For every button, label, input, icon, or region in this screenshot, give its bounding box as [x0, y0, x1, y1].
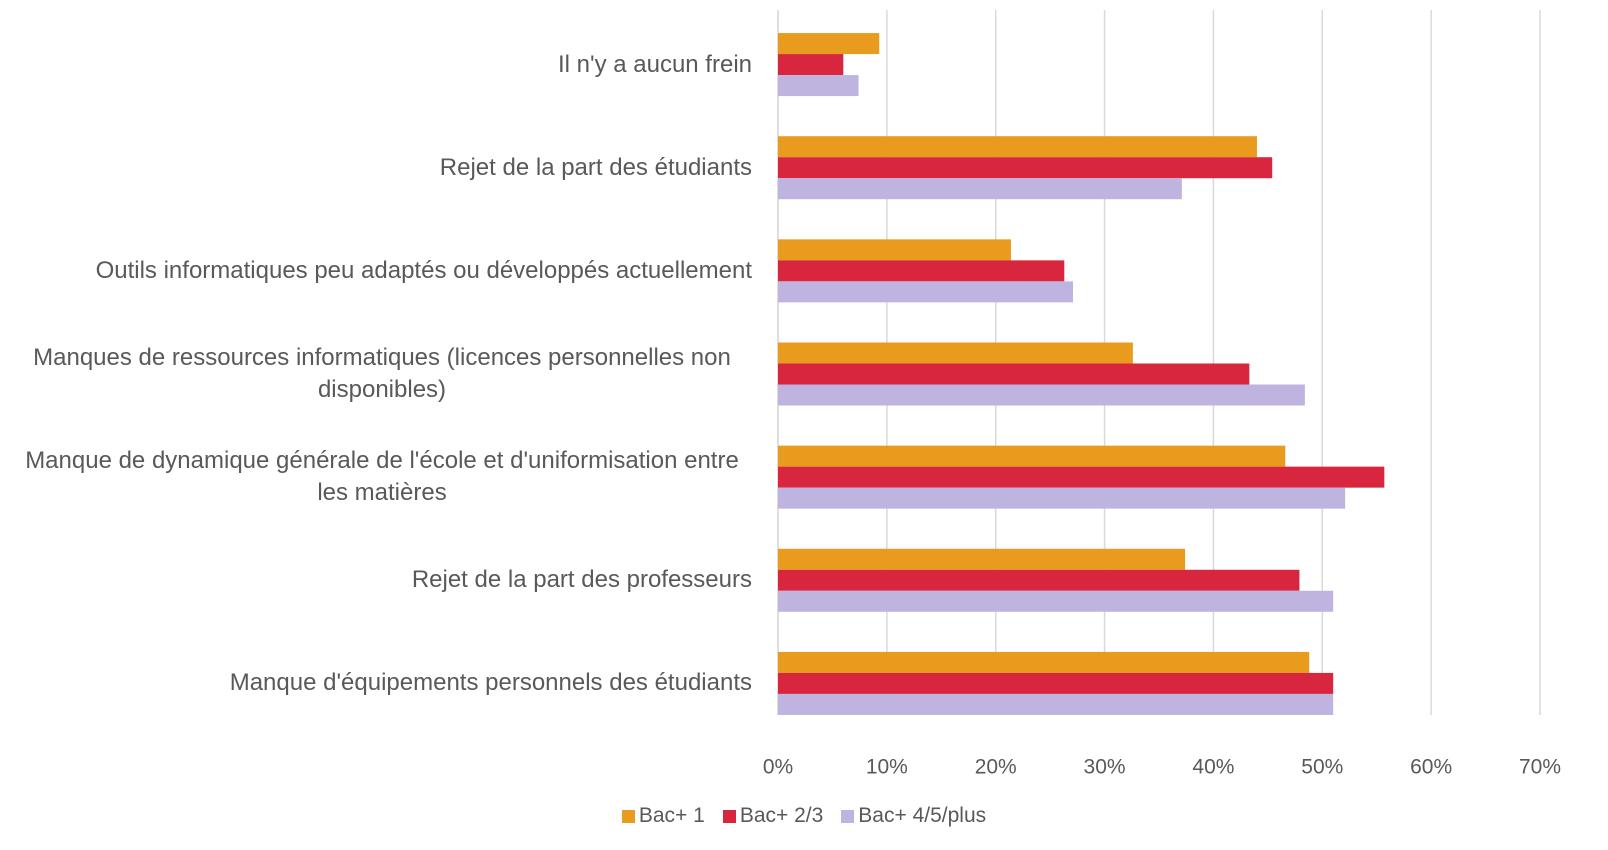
legend-swatch — [841, 809, 855, 823]
category-text: Rejet de la part des étudiants — [439, 153, 752, 181]
category-label: Manques de ressources informatiques (lic… — [12, 342, 752, 406]
bar — [778, 54, 844, 76]
legend-item: Bac+ 2/3 — [722, 804, 824, 828]
bar — [778, 75, 859, 97]
legend-item: Bac+ 4/5/plus — [841, 804, 986, 828]
legend: Bac+ 1 Bac+ 2/3 Bac+ 4/5/plus — [0, 804, 1608, 828]
category-label: Rejet de la part des professeurs — [12, 564, 752, 596]
x-tick-label: 10% — [866, 756, 908, 779]
x-tick-label: 50% — [1301, 756, 1343, 779]
legend-swatch — [722, 809, 736, 823]
bar — [778, 693, 1334, 715]
bar — [778, 466, 1385, 488]
category-label: Manque d'équipements personnels des étud… — [12, 667, 752, 699]
bar — [778, 445, 1286, 467]
category-text: Outils informatiques peu adaptés ou déve… — [95, 256, 752, 284]
category-text: Manque d'équipements personnels des étud… — [229, 669, 752, 697]
bar — [778, 363, 1250, 385]
category-text: Il n'y a aucun frein — [557, 50, 752, 78]
bar — [778, 548, 1186, 570]
category-text: Rejet de la part des professeurs — [411, 566, 752, 594]
bar — [778, 260, 1065, 282]
x-tick-label: 70% — [1519, 756, 1561, 779]
bar — [778, 178, 1182, 200]
legend-swatch — [621, 809, 635, 823]
category-text: Manque de dynamique générale de l'école … — [25, 447, 739, 507]
bar — [778, 487, 1346, 509]
bar — [778, 590, 1334, 612]
category-label: Manque de dynamique générale de l'école … — [12, 445, 752, 509]
bar — [778, 672, 1334, 694]
bar — [778, 384, 1305, 406]
bar — [778, 33, 880, 55]
legend-item: Bac+ 1 — [621, 804, 705, 828]
bar — [778, 651, 1310, 673]
bar — [778, 569, 1300, 591]
bar — [778, 136, 1257, 158]
legend-label: Bac+ 2/3 — [739, 804, 824, 827]
bar — [778, 157, 1273, 179]
legend-label: Bac+ 4/5/plus — [858, 804, 987, 827]
x-tick-label: 0% — [763, 756, 793, 779]
bar — [778, 342, 1133, 364]
category-label: Il n'y a aucun frein — [12, 49, 752, 81]
x-tick-label: 20% — [975, 756, 1017, 779]
bar — [778, 281, 1074, 303]
category-label: Outils informatiques peu adaptés ou déve… — [12, 255, 752, 287]
x-tick-label: 30% — [1084, 756, 1126, 779]
legend-label: Bac+ 1 — [638, 804, 705, 827]
category-text: Manques de ressources informatiques (lic… — [33, 344, 731, 403]
x-tick-label: 40% — [1192, 756, 1234, 779]
x-tick-label: 60% — [1410, 756, 1452, 779]
category-label: Rejet de la part des étudiants — [12, 152, 752, 184]
bar — [778, 239, 1011, 261]
